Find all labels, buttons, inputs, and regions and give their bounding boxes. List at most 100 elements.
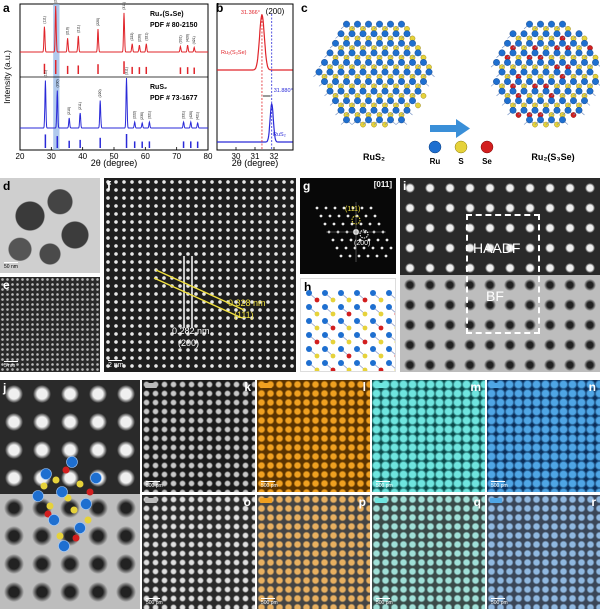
panel-p-label: p [358, 495, 366, 509]
se-atom [362, 339, 368, 345]
ru-atom [332, 97, 339, 105]
ru-atom [326, 87, 334, 95]
se-atom [62, 466, 70, 474]
rus2-line [217, 102, 293, 143]
ru-atom [370, 106, 378, 114]
ru-atom [370, 290, 376, 296]
ru-atom [387, 116, 394, 124]
ru-atom [398, 39, 405, 47]
legend: Ru S Se [428, 140, 494, 166]
bf-zoom [0, 494, 140, 609]
s-atom [378, 353, 384, 359]
ru-atom [537, 78, 544, 85]
rus2-peak-label: (420) [189, 111, 193, 119]
panel-c: c RuS₂ Ru₂(S₃Se) Ru S Se [298, 0, 600, 168]
ru-atom [553, 87, 561, 95]
ru-atom [526, 59, 533, 66]
se-atom [394, 354, 395, 358]
ru-atom [343, 78, 350, 85]
diffraction-spot [332, 222, 336, 226]
panel-m-label: m [470, 380, 481, 394]
rus2-peak-label: (331) [182, 111, 186, 119]
scale-bar: 2 nm [108, 360, 124, 369]
ru-atom [315, 68, 323, 76]
ru-atom [58, 540, 70, 552]
ru-atom [354, 346, 360, 352]
rus2-line [20, 77, 208, 129]
rus2-peak-label: (211) [78, 102, 82, 110]
ru-atom [553, 106, 561, 114]
ru-atom [376, 59, 383, 66]
s-atom [346, 367, 352, 371]
s-atom [314, 311, 320, 317]
diffraction-spot [328, 214, 332, 218]
scale-bar: 500 pm [261, 598, 278, 606]
scale-bar: 500 pm [146, 598, 163, 606]
ru-atom [306, 332, 312, 338]
x-tick-label: 80 [204, 152, 213, 161]
ru-atom [581, 39, 588, 47]
ru2s3se-peak-label: (321) [144, 33, 148, 41]
zone-axis: [011] [373, 180, 392, 189]
ru-atom [559, 78, 566, 85]
crystal-structures: RuS₂ Ru₂(S₃Se) Ru S Se [313, 20, 600, 166]
pdf-number: PDF # 80-2150 [150, 22, 198, 29]
ru-atom [338, 304, 344, 310]
scale-bar: 500 pm [376, 598, 393, 606]
x-tick-label: 20 [16, 152, 25, 161]
s-atom [346, 297, 352, 303]
se-atom [362, 297, 368, 303]
rus2-peak-label: (200) [55, 79, 59, 87]
x-tick-label: 60 [141, 152, 150, 161]
ru-atom [354, 20, 361, 28]
ru-atom [548, 59, 555, 66]
ru-atom [343, 39, 350, 47]
ru-atom [370, 304, 376, 310]
ru-atom [48, 514, 60, 526]
s-atom [52, 476, 60, 484]
ru-atom [387, 20, 394, 28]
panel-n-label: n [588, 380, 596, 394]
ru-atom [387, 97, 394, 105]
hkl-200: (200) [178, 338, 200, 348]
panel-q-label: q [473, 495, 481, 509]
ru-atom [365, 116, 372, 124]
diffraction-spot [357, 254, 361, 258]
ru-atom [306, 318, 312, 324]
scale-bar: 500 pm [491, 481, 508, 489]
ru-atom [386, 346, 392, 352]
panel-g: g [011] (111) (200) [300, 178, 396, 274]
ru-atom [570, 78, 577, 85]
ru-atom [387, 59, 394, 66]
ru-atom [80, 498, 92, 510]
ru-atom [542, 87, 550, 95]
d-spacing-200: 0.282 nm [172, 326, 210, 336]
panel-j: j [0, 380, 140, 609]
ru-atom [575, 68, 583, 76]
ru-atom [326, 68, 334, 76]
panel-h-label: h [304, 280, 312, 294]
ru-atom [354, 360, 360, 366]
ru-atom [542, 49, 550, 57]
ru-atom [338, 290, 344, 296]
panel-e: e 5 nm [0, 277, 100, 372]
panel-e-label: e [3, 278, 10, 292]
s-atom [346, 339, 352, 345]
panel-a-label: a [3, 1, 10, 15]
ru-atom [592, 78, 599, 85]
se-atom [330, 367, 336, 371]
ru-atom [354, 39, 361, 47]
s-atom [314, 325, 320, 331]
ru-atom [498, 49, 506, 57]
ru-atom [564, 106, 572, 114]
diffraction-spot [385, 238, 389, 242]
ru-atom [354, 332, 360, 338]
rus2-peak-label: (210) [67, 107, 71, 115]
diffraction-spot [371, 246, 375, 250]
ru-atom [354, 304, 360, 310]
ru-atom [343, 97, 350, 105]
ru-atom [570, 39, 577, 47]
ru-atom [354, 78, 361, 85]
panel-p: p 500 pm [257, 495, 370, 609]
ru-atom [493, 59, 500, 66]
